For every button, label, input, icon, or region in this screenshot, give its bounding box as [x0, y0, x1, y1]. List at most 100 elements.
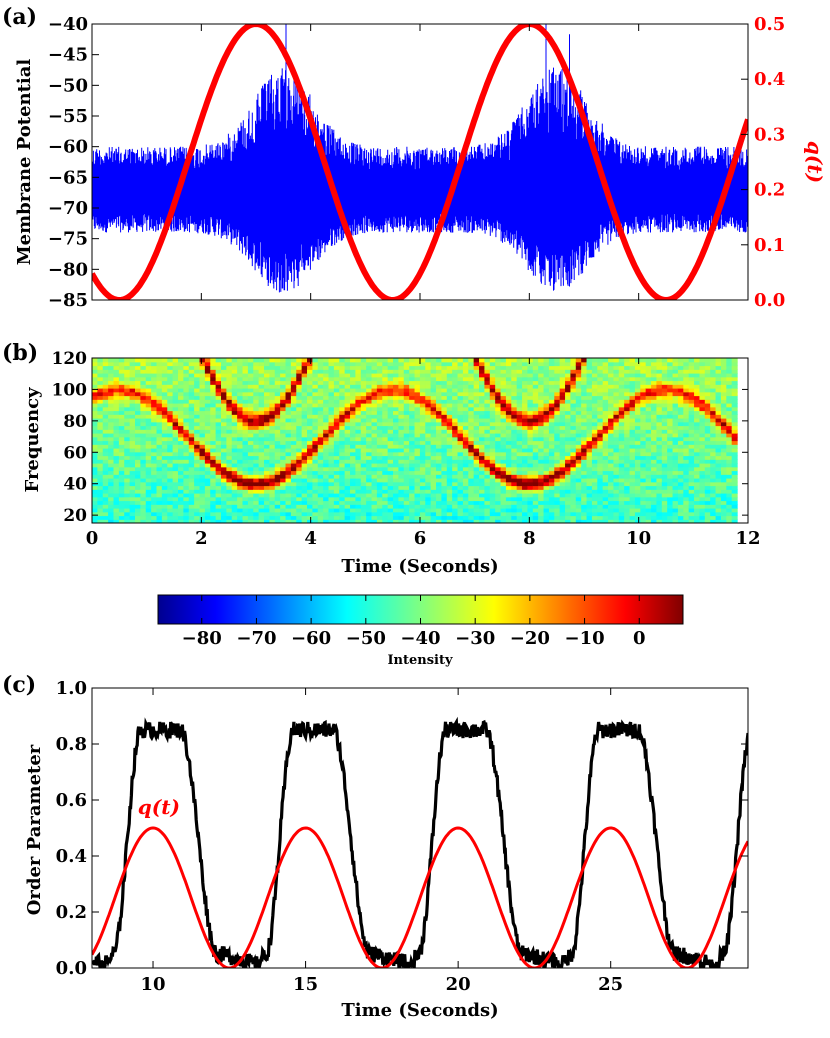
- heatmap-cell: [145, 444, 152, 449]
- heatmap-cell: [473, 451, 480, 457]
- heatmap-cell: [226, 403, 233, 408]
- heatmap-cell: [608, 440, 615, 445]
- heatmap-cell: [382, 410, 389, 415]
- heatmap-cell: [253, 478, 260, 483]
- heatmap-cell: [548, 406, 555, 412]
- heatmap-cell: [489, 440, 496, 445]
- heatmap-cell: [608, 481, 615, 487]
- heatmap-cell: [178, 508, 184, 513]
- heatmap-cell: [140, 395, 147, 400]
- heatmap-cell: [425, 384, 432, 389]
- heatmap-cell: [608, 433, 615, 438]
- heatmap-cell: [296, 376, 303, 382]
- heatmap-cell: [333, 421, 340, 427]
- heatmap-cell: [215, 440, 222, 445]
- heatmap-cell: [409, 406, 416, 412]
- heatmap-cell: [538, 384, 545, 389]
- heatmap-cell: [167, 418, 174, 423]
- heatmap-cell: [522, 361, 529, 367]
- heatmap-cell: [672, 511, 679, 517]
- heatmap-cell: [479, 425, 486, 430]
- heatmap-cell: [581, 515, 588, 520]
- heatmap-cell: [548, 380, 555, 385]
- heatmap-cell: [317, 496, 324, 502]
- heatmap-cell: [135, 448, 141, 453]
- heatmap-cell: [113, 496, 120, 502]
- heatmap-cell: [436, 388, 443, 393]
- heatmap-cell: [269, 515, 276, 520]
- heatmap-cell: [694, 500, 701, 505]
- heatmap-cell: [468, 369, 475, 374]
- heatmap-cell: [333, 451, 340, 457]
- heatmap-cell: [145, 448, 152, 453]
- heatmap-cell: [543, 440, 550, 445]
- heatmap-cell: [371, 376, 378, 382]
- heatmap-cell: [382, 406, 389, 412]
- heatmap-cell: [618, 493, 625, 498]
- heatmap-cell: [145, 395, 152, 400]
- heatmap-cell: [403, 376, 410, 382]
- heatmap-cell: [629, 493, 636, 498]
- heatmap-cell: [215, 508, 222, 513]
- heatmap-cell: [527, 470, 534, 475]
- heatmap-cell: [484, 478, 491, 483]
- heatmap-cell: [269, 391, 276, 397]
- heatmap-cell: [258, 376, 265, 382]
- heatmap-cell: [672, 500, 679, 505]
- heatmap-cell: [495, 425, 502, 430]
- heatmap-cell: [264, 403, 270, 408]
- heatmap-cell: [586, 451, 593, 457]
- heatmap-cell: [398, 376, 405, 382]
- heatmap-cell: [161, 403, 168, 408]
- heatmap-cell: [237, 395, 244, 400]
- heatmap-cell: [602, 369, 609, 374]
- panel-a-left-axis: −85−80−75−70−65−60−55−50−45−40: [48, 14, 99, 311]
- heatmap-cell: [393, 425, 400, 430]
- heatmap-cell: [591, 410, 598, 415]
- heatmap-cell: [667, 500, 674, 505]
- heatmap-cell: [285, 478, 292, 483]
- heatmap-cell: [634, 444, 641, 449]
- heatmap-cell: [161, 466, 168, 472]
- heatmap-cell: [226, 504, 233, 509]
- heatmap-cell: [323, 436, 330, 442]
- heatmap-cell: [194, 515, 201, 520]
- heatmap-cell: [312, 515, 319, 520]
- heatmap-cell: [591, 515, 598, 520]
- heatmap-cell: [151, 436, 158, 442]
- heatmap-cell: [328, 418, 335, 423]
- heatmap-cell: [473, 384, 480, 389]
- heatmap-cell: [194, 380, 201, 385]
- heatmap-cell: [559, 485, 566, 490]
- heatmap-cell: [500, 515, 507, 520]
- heatmap-cell: [285, 376, 292, 382]
- heatmap-cell: [602, 455, 609, 460]
- heatmap-cell: [215, 418, 222, 423]
- heatmap-cell: [468, 365, 475, 370]
- heatmap-cell: [414, 508, 421, 513]
- panel-a-y2tick-label: 0.2: [754, 180, 785, 201]
- heatmap-cell: [505, 466, 512, 472]
- heatmap-cell: [608, 388, 615, 393]
- heatmap-cell: [613, 493, 620, 498]
- heatmap-cell: [694, 519, 701, 523]
- heatmap-cell: [532, 485, 539, 490]
- heatmap-cell: [484, 403, 491, 408]
- heatmap-cell: [565, 395, 572, 400]
- heatmap-cell: [145, 489, 152, 494]
- heatmap-cell: [301, 470, 308, 475]
- heatmap-cell: [237, 433, 244, 438]
- heatmap-cell: [344, 429, 351, 434]
- heatmap-cell: [156, 459, 163, 464]
- heatmap-cell: [253, 421, 260, 427]
- heatmap-cell: [688, 508, 695, 513]
- heatmap-cell: [656, 380, 663, 385]
- heatmap-cell: [135, 511, 141, 517]
- heatmap-cell: [333, 388, 340, 393]
- heatmap-cell: [92, 425, 98, 430]
- heatmap-cell: [586, 433, 593, 438]
- heatmap-cell: [425, 448, 432, 453]
- heatmap-cell: [613, 376, 620, 382]
- heatmap-cell: [511, 470, 518, 475]
- heatmap-cell: [468, 500, 475, 505]
